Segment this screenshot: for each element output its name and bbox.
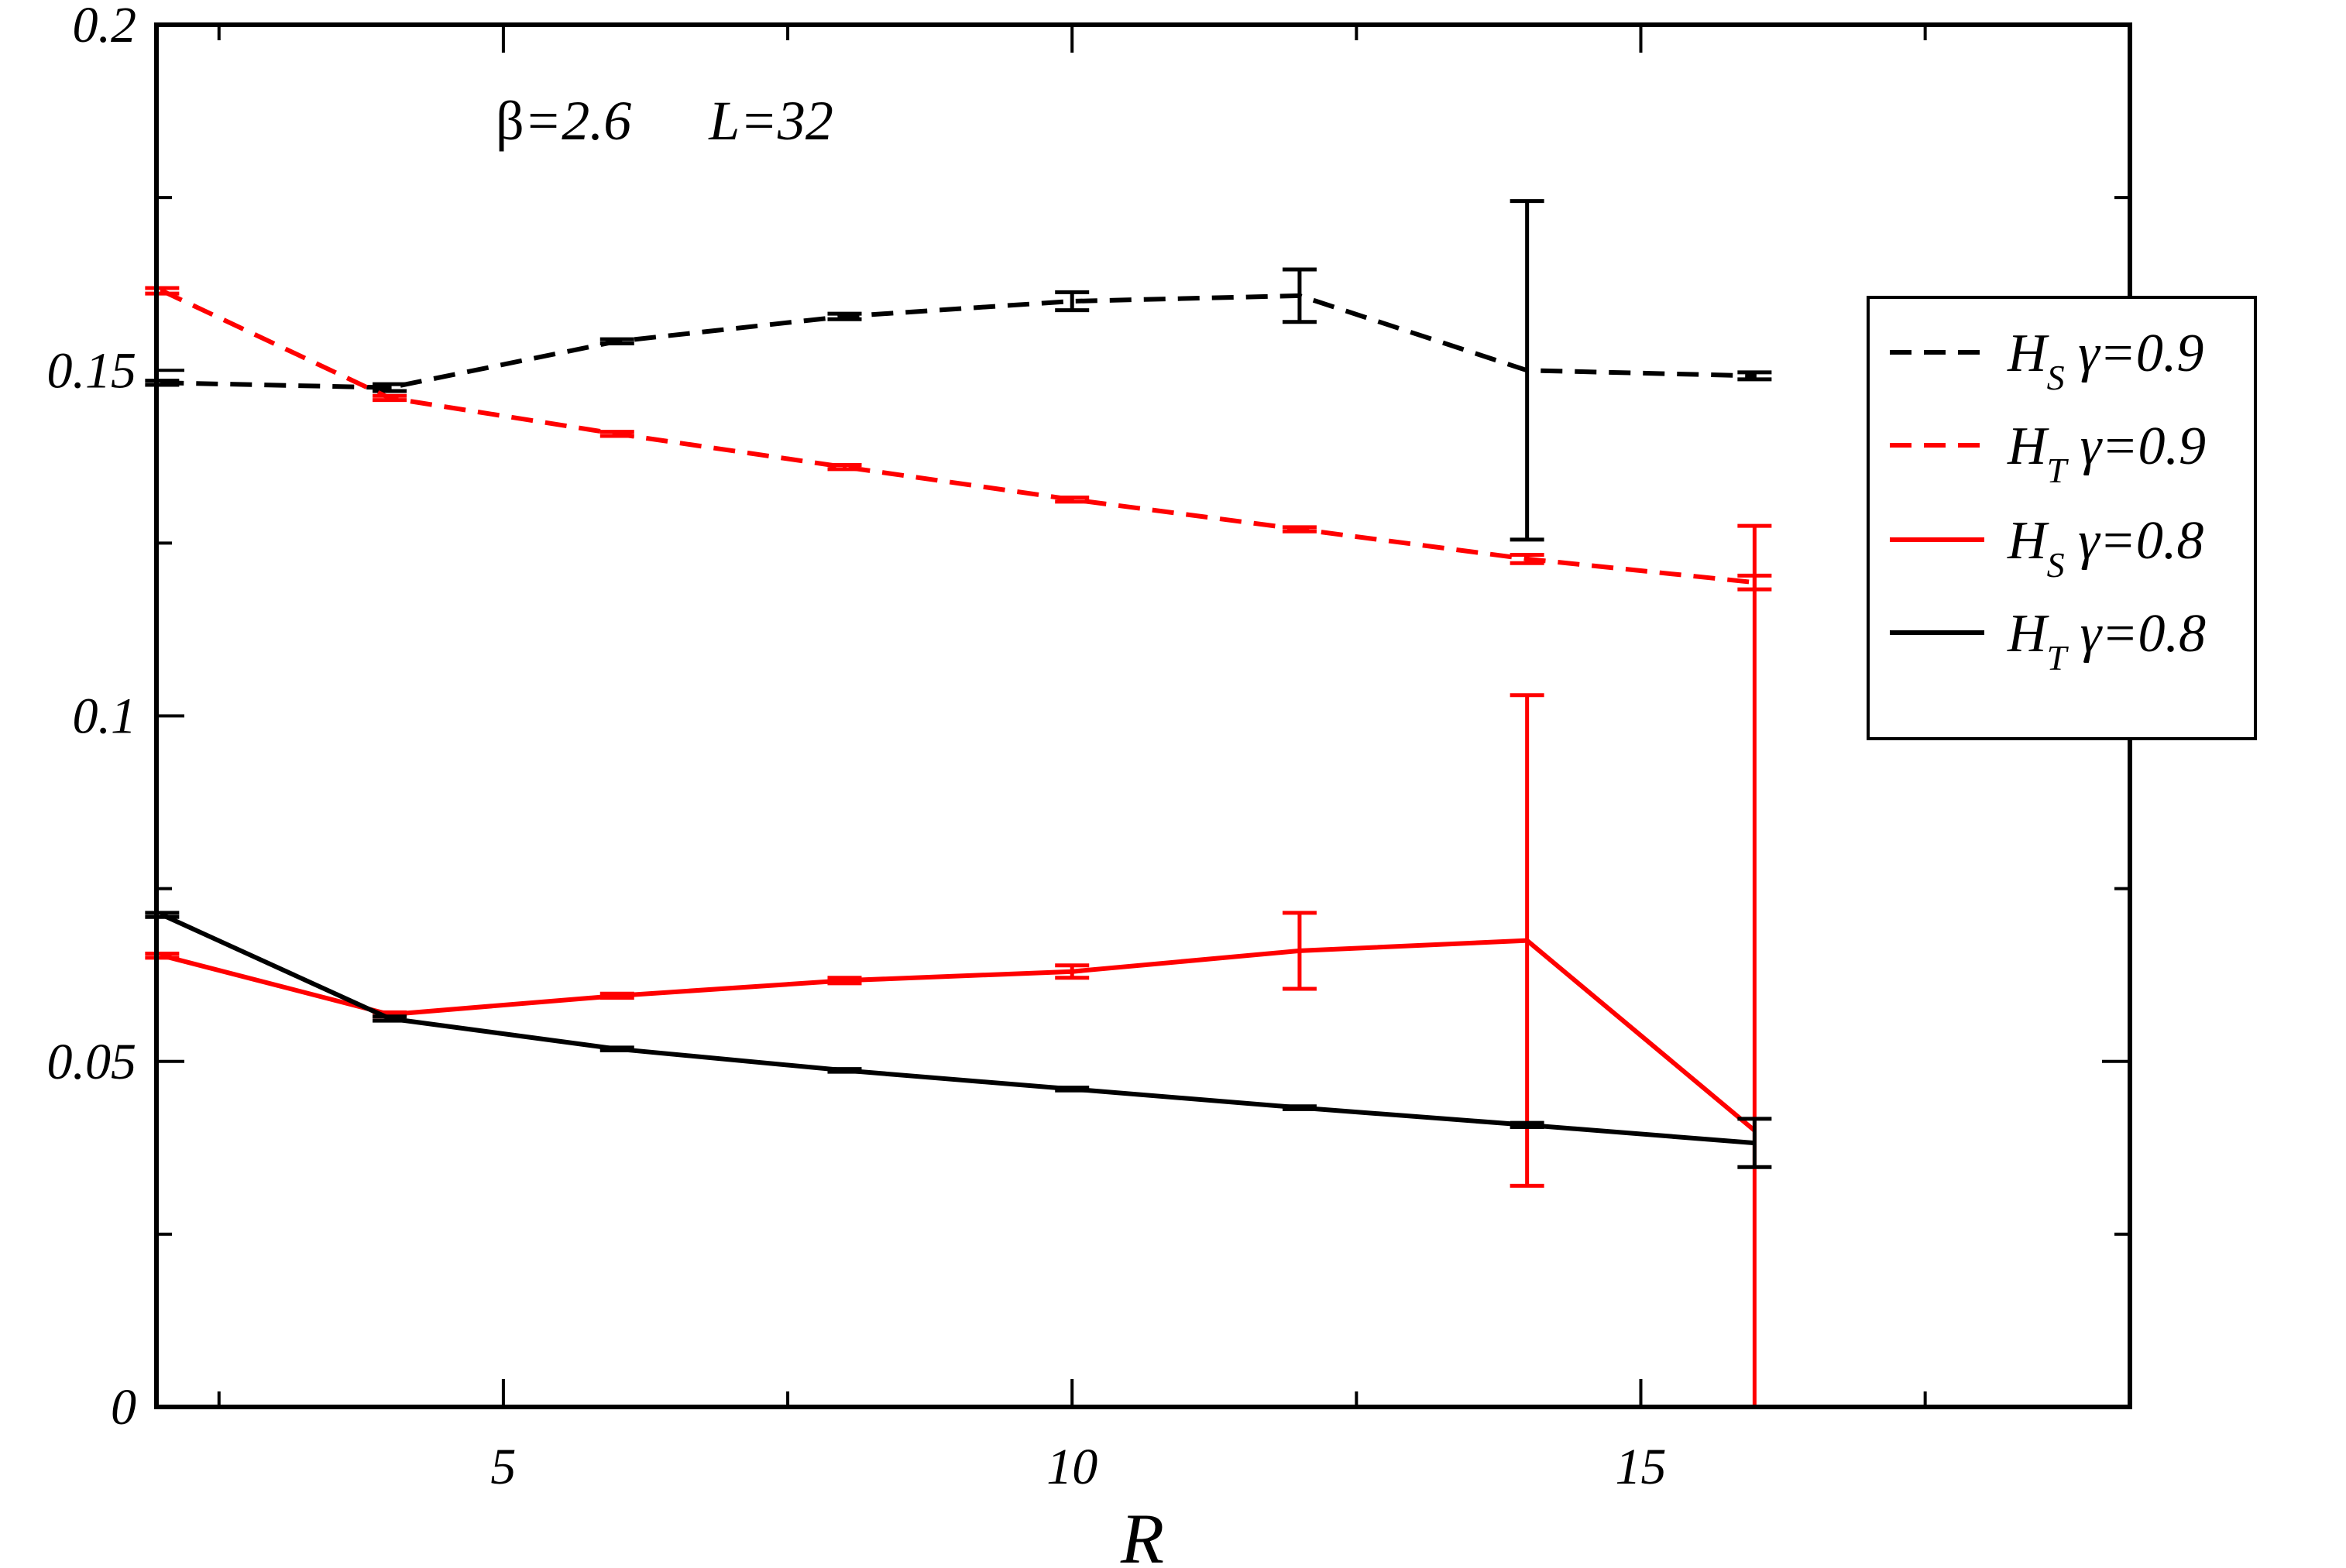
series-line — [161, 912, 1755, 1146]
legend-label-sub: S — [2047, 358, 2065, 397]
error-bar — [1737, 370, 1772, 382]
error-bar — [1282, 525, 1317, 534]
error-bar — [1510, 693, 1544, 1188]
error-bar — [145, 952, 180, 960]
legend-label: HS γ=0.9 — [2007, 324, 2203, 397]
annotation-l-value: L=32 — [708, 90, 833, 152]
error-bar — [373, 1014, 407, 1023]
error-bar — [1055, 1086, 1090, 1093]
legend-label-rest: γ=0.9 — [2066, 417, 2206, 476]
annotation-beta-symbol: β — [496, 90, 524, 152]
annotation: β=2.6 L=32 — [496, 90, 833, 152]
error-bar — [1510, 199, 1544, 542]
legend-label-sub: T — [2047, 451, 2069, 490]
series-3 — [145, 523, 1772, 1407]
error-bar — [1282, 911, 1317, 991]
error-bar — [1510, 553, 1544, 565]
y-tick-label: 0.1 — [73, 688, 137, 745]
error-bar — [599, 991, 634, 1000]
legend-label: HS γ=0.8 — [2007, 511, 2203, 585]
series-layer — [145, 199, 1772, 1407]
error-bar — [145, 911, 180, 919]
error-bar — [1737, 1117, 1772, 1169]
y-tick-label: 0.05 — [47, 1034, 137, 1090]
y-tick-label: 0.15 — [47, 342, 137, 399]
error-bar — [373, 393, 407, 403]
error-bar — [599, 337, 634, 345]
legend: HS γ=0.9HT γ=0.9HS γ=0.8HT γ=0.8 — [1867, 296, 2257, 740]
error-bar — [1510, 1120, 1544, 1130]
error-bar — [827, 1067, 862, 1074]
error-bar — [599, 430, 634, 438]
error-bar — [827, 463, 862, 472]
y-tick-label: 0.2 — [73, 0, 137, 53]
series-line — [161, 288, 1755, 585]
x-tick-label: 15 — [1616, 1439, 1667, 1495]
legend-label-rest: γ=0.8 — [2066, 604, 2206, 664]
legend-label-main: H — [2007, 417, 2049, 476]
series-4 — [145, 911, 1772, 1169]
legend-item: HT γ=0.8 — [1890, 604, 2206, 678]
legend-label-main: H — [2007, 511, 2049, 571]
y-tick-label: 0 — [111, 1379, 136, 1436]
error-bar — [1737, 523, 1772, 1407]
label-layer: 5 10 15 0 0.05 0.1 0.15 0.2 — [47, 0, 1667, 1495]
error-bar — [1055, 290, 1090, 313]
error-bar — [1282, 1104, 1317, 1111]
error-bar — [827, 976, 862, 986]
x-axis-title: R — [1120, 1499, 1164, 1568]
series-1 — [145, 199, 1772, 542]
error-bar — [145, 286, 180, 296]
legend-label-main: H — [2007, 324, 2049, 383]
error-bar — [1055, 495, 1090, 504]
x-tick-label: 10 — [1046, 1439, 1097, 1495]
legend-label: HT γ=0.9 — [2007, 417, 2206, 490]
legend-label-sub: S — [2047, 545, 2065, 585]
legend-label-main: H — [2007, 604, 2049, 664]
legend-item: HS γ=0.9 — [1890, 324, 2203, 397]
error-bar — [1055, 963, 1090, 980]
error-bar — [827, 311, 862, 321]
series-line — [162, 293, 1755, 390]
error-bar — [373, 382, 407, 393]
legend-label-sub: T — [2047, 638, 2069, 678]
error-bar — [145, 379, 180, 387]
legend-label-rest: γ=0.8 — [2065, 511, 2204, 571]
legend-label: HT γ=0.8 — [2007, 604, 2206, 678]
x-tick-label: 5 — [490, 1439, 516, 1495]
legend-items: HS γ=0.9HT γ=0.9HS γ=0.8HT γ=0.8 — [1890, 324, 2206, 678]
annotation-beta-value: =2.6 — [524, 90, 632, 152]
legend-item: HT γ=0.9 — [1890, 417, 2206, 490]
legend-label-rest: γ=0.9 — [2065, 324, 2204, 383]
legend-item: HS γ=0.8 — [1890, 511, 2203, 585]
error-bar — [1282, 267, 1317, 324]
legend-box — [1867, 296, 2257, 740]
error-bar — [599, 1045, 634, 1052]
series-line — [161, 938, 1757, 1133]
